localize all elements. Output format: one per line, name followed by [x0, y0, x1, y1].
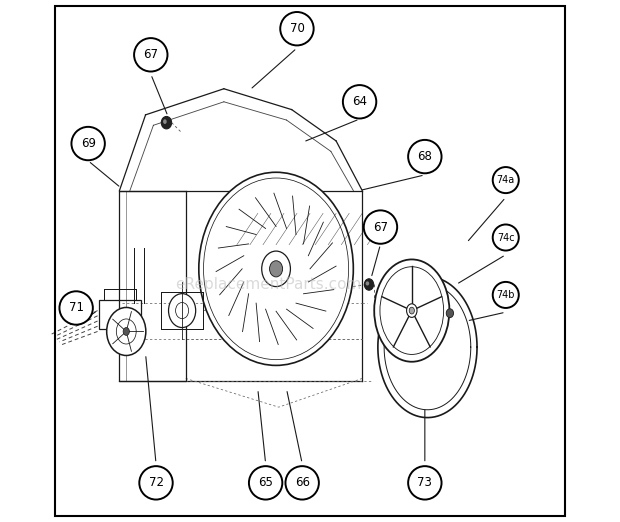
Ellipse shape	[365, 279, 374, 290]
Ellipse shape	[199, 172, 353, 365]
Text: 67: 67	[143, 49, 158, 61]
Text: 74a: 74a	[497, 175, 515, 185]
Text: 71: 71	[69, 302, 84, 314]
Ellipse shape	[407, 304, 417, 317]
Ellipse shape	[161, 116, 172, 129]
Text: 70: 70	[290, 22, 304, 35]
Ellipse shape	[262, 251, 290, 287]
Circle shape	[408, 140, 441, 173]
Ellipse shape	[117, 319, 136, 344]
Circle shape	[493, 167, 519, 193]
Circle shape	[280, 12, 314, 45]
Circle shape	[60, 291, 93, 325]
Ellipse shape	[163, 120, 167, 124]
Text: eReplacementParts.com: eReplacementParts.com	[175, 277, 361, 292]
Circle shape	[493, 224, 519, 251]
Ellipse shape	[169, 293, 196, 328]
Circle shape	[285, 466, 319, 500]
Text: 66: 66	[294, 477, 309, 489]
Text: 74b: 74b	[497, 290, 515, 300]
Text: 73: 73	[417, 477, 432, 489]
Circle shape	[493, 282, 519, 308]
Ellipse shape	[123, 328, 130, 336]
Circle shape	[71, 127, 105, 160]
Text: 65: 65	[258, 477, 273, 489]
Circle shape	[408, 466, 441, 500]
Circle shape	[134, 38, 167, 72]
Ellipse shape	[175, 302, 188, 318]
Ellipse shape	[203, 178, 348, 360]
Ellipse shape	[409, 307, 414, 314]
Ellipse shape	[107, 307, 146, 355]
Ellipse shape	[366, 281, 370, 286]
Text: 67: 67	[373, 221, 388, 233]
Circle shape	[140, 466, 173, 500]
Text: 68: 68	[417, 150, 432, 163]
Text: 64: 64	[352, 96, 367, 108]
Ellipse shape	[380, 267, 444, 354]
Circle shape	[249, 466, 282, 500]
Circle shape	[364, 210, 397, 244]
Text: 74c: 74c	[497, 232, 515, 243]
Text: 69: 69	[81, 137, 95, 150]
Ellipse shape	[446, 309, 454, 317]
Text: 72: 72	[149, 477, 164, 489]
Ellipse shape	[374, 259, 449, 362]
Ellipse shape	[270, 261, 283, 277]
Circle shape	[343, 85, 376, 118]
